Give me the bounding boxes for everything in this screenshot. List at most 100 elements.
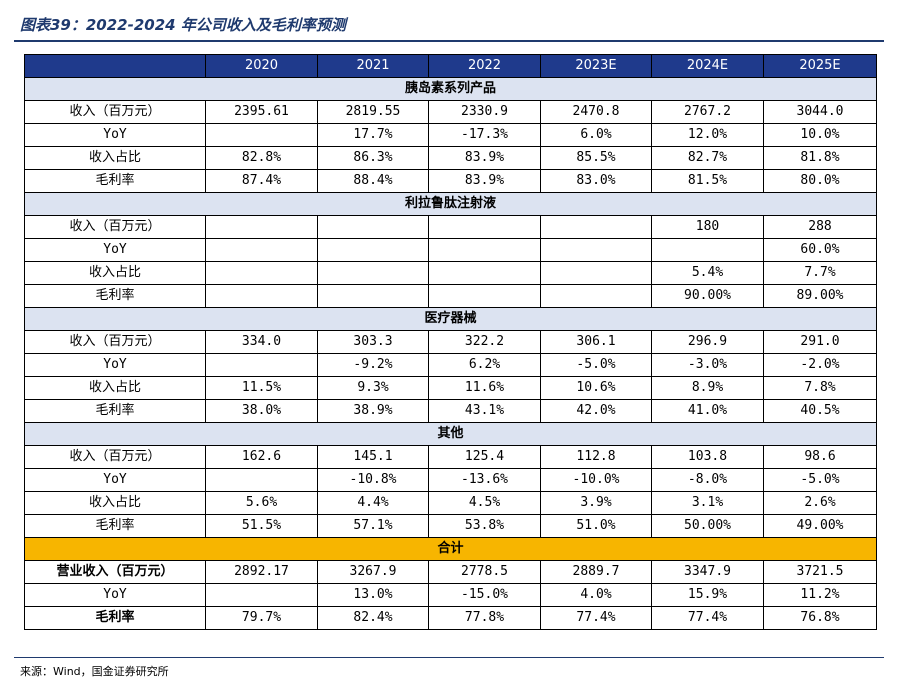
header-row: 2020 2021 2022 2023E 2024E 2025E: [24, 54, 877, 78]
row-label: 收入（百万元）: [24, 215, 206, 239]
value-cell: 43.1%: [428, 399, 541, 423]
source-note: 来源：Wind，国金证券研究所: [20, 665, 169, 678]
value-cell: 90.00%: [651, 284, 764, 308]
value-cell: 13.0%: [317, 583, 429, 607]
section-header-row: 胰岛素系列产品: [24, 77, 877, 101]
value-cell: 2.6%: [763, 491, 877, 515]
table-row: YoY -9.2% 6.2% -5.0% -3.0% -2.0%: [24, 353, 877, 377]
section-header-row: 利拉鲁肽注射液: [24, 192, 877, 216]
value-cell: 2395.61: [205, 100, 318, 124]
value-cell: 5.4%: [651, 261, 764, 285]
forecast-table: 2020 2021 2022 2023E 2024E 2025E 胰岛素系列产品 收入（百万元…: [24, 54, 877, 630]
header-year-cell: 2024E: [651, 54, 764, 78]
value-cell: 4.4%: [317, 491, 429, 515]
table-row: 收入占比 5.4% 7.7%: [24, 261, 877, 285]
value-cell: [540, 284, 652, 308]
value-cell: 57.1%: [317, 514, 429, 538]
row-label: 收入占比: [24, 146, 206, 170]
row-label: YoY: [24, 583, 206, 607]
value-cell: 11.6%: [428, 376, 541, 400]
value-cell: -15.0%: [428, 583, 541, 607]
row-label: YoY: [24, 123, 206, 147]
value-cell: 51.5%: [205, 514, 318, 538]
table-row: 毛利率 38.0% 38.9% 43.1% 42.0% 41.0% 40.5%: [24, 399, 877, 423]
value-cell: 3721.5: [763, 560, 877, 584]
value-cell: 60.0%: [763, 238, 877, 262]
value-cell: [540, 215, 652, 239]
value-cell: -9.2%: [317, 353, 429, 377]
value-cell: 85.5%: [540, 146, 652, 170]
value-cell: 82.4%: [317, 606, 429, 630]
value-cell: 83.9%: [428, 146, 541, 170]
value-cell: 38.9%: [317, 399, 429, 423]
title-rule: [14, 40, 884, 42]
figure-title: 图表39：2022-2024 年公司收入及毛利率预测: [20, 16, 346, 34]
header-year-cell: 2020: [205, 54, 318, 78]
header-year-cell: 2022: [428, 54, 541, 78]
total-row: YoY 13.0% -15.0% 4.0% 15.9% 11.2%: [24, 583, 877, 607]
value-cell: 77.4%: [540, 606, 652, 630]
value-cell: 7.8%: [763, 376, 877, 400]
value-cell: 162.6: [205, 445, 318, 469]
value-cell: 77.8%: [428, 606, 541, 630]
table-row: 毛利率 90.00% 89.00%: [24, 284, 877, 308]
value-cell: 9.3%: [317, 376, 429, 400]
header-year-cell: 2021: [317, 54, 429, 78]
value-cell: 3.9%: [540, 491, 652, 515]
header-year-cell: 2023E: [540, 54, 652, 78]
value-cell: 89.00%: [763, 284, 877, 308]
value-cell: 51.0%: [540, 514, 652, 538]
value-cell: 41.0%: [651, 399, 764, 423]
value-cell: 79.7%: [205, 606, 318, 630]
value-cell: [317, 215, 429, 239]
value-cell: 49.00%: [763, 514, 877, 538]
value-cell: 3044.0: [763, 100, 877, 124]
value-cell: 6.2%: [428, 353, 541, 377]
value-cell: 2889.7: [540, 560, 652, 584]
row-label: YoY: [24, 353, 206, 377]
value-cell: 2819.55: [317, 100, 429, 124]
value-cell: -13.6%: [428, 468, 541, 492]
value-cell: [205, 238, 318, 262]
value-cell: [205, 353, 318, 377]
value-cell: 4.0%: [540, 583, 652, 607]
table-row: 收入（百万元） 2395.61 2819.55 2330.9 2470.8 2767.2 3…: [24, 100, 877, 124]
value-cell: 2470.8: [540, 100, 652, 124]
value-cell: 10.6%: [540, 376, 652, 400]
row-label: 毛利率: [24, 399, 206, 423]
value-cell: 334.0: [205, 330, 318, 354]
value-cell: [317, 261, 429, 285]
value-cell: [428, 238, 541, 262]
value-cell: -2.0%: [763, 353, 877, 377]
value-cell: 303.3: [317, 330, 429, 354]
value-cell: 50.00%: [651, 514, 764, 538]
value-cell: 77.4%: [651, 606, 764, 630]
value-cell: 2892.17: [205, 560, 318, 584]
row-label: 收入（百万元）: [24, 330, 206, 354]
section-header-row: 医疗器械: [24, 307, 877, 331]
table-row: 毛利率 87.4% 88.4% 83.9% 83.0% 81.5% 80.0%: [24, 169, 877, 193]
value-cell: [205, 215, 318, 239]
row-label: 营业收入（百万元）: [24, 560, 206, 584]
value-cell: 87.4%: [205, 169, 318, 193]
value-cell: 10.0%: [763, 123, 877, 147]
value-cell: [205, 261, 318, 285]
value-cell: 145.1: [317, 445, 429, 469]
value-cell: -3.0%: [651, 353, 764, 377]
value-cell: 80.0%: [763, 169, 877, 193]
value-cell: 12.0%: [651, 123, 764, 147]
value-cell: [428, 215, 541, 239]
value-cell: 53.8%: [428, 514, 541, 538]
value-cell: 3267.9: [317, 560, 429, 584]
table-row: 收入占比 82.8% 86.3% 83.9% 85.5% 82.7% 81.8%: [24, 146, 877, 170]
value-cell: 76.8%: [763, 606, 877, 630]
value-cell: 81.5%: [651, 169, 764, 193]
value-cell: 8.9%: [651, 376, 764, 400]
value-cell: -10.8%: [317, 468, 429, 492]
value-cell: -5.0%: [763, 468, 877, 492]
row-label: 收入占比: [24, 491, 206, 515]
section-title: 医疗器械: [24, 307, 877, 331]
table-row: 收入（百万元） 162.6 145.1 125.4 112.8 103.8 98.6: [24, 445, 877, 469]
row-label: 收入占比: [24, 261, 206, 285]
value-cell: 2330.9: [428, 100, 541, 124]
